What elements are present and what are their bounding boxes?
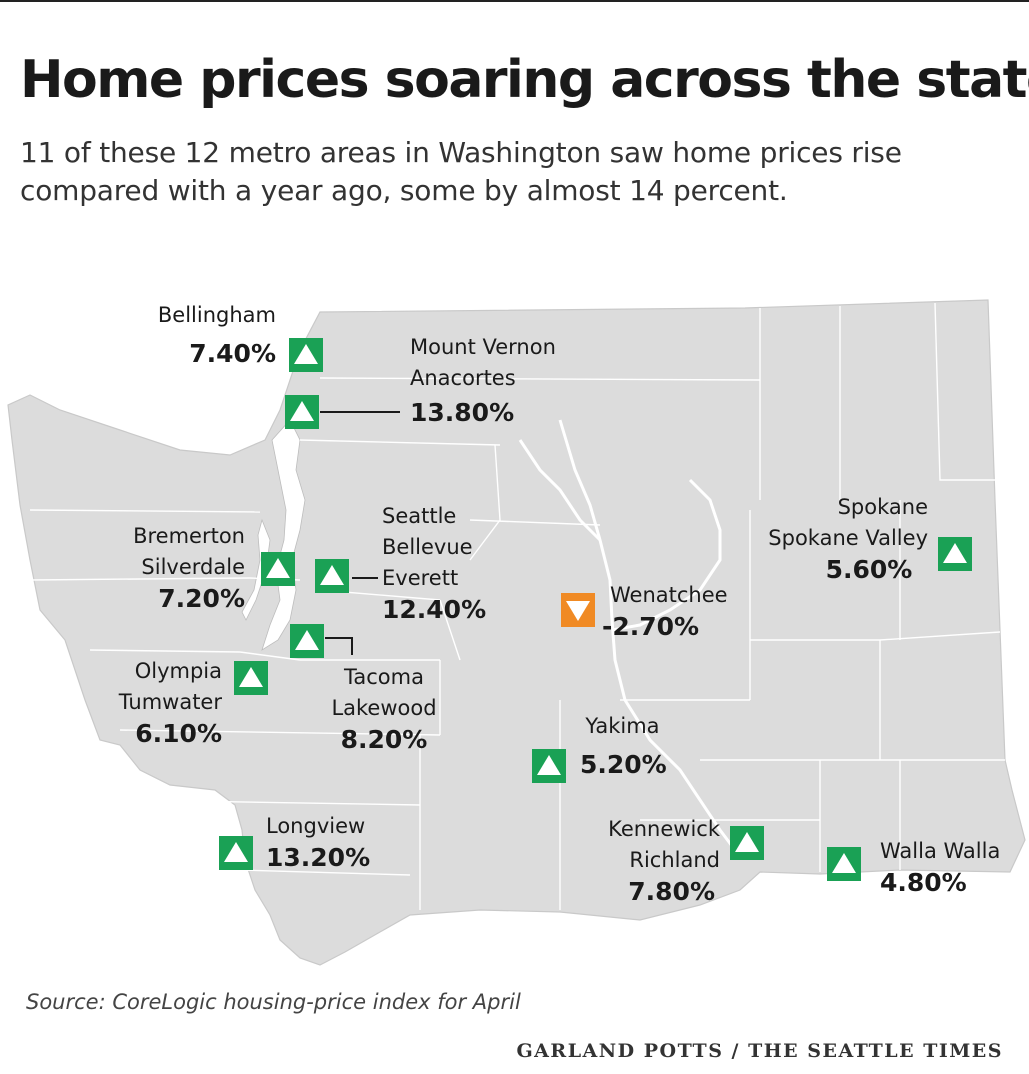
bremerton-label: Bremerton Silverdale 7.20%: [110, 521, 245, 614]
county-line: [239, 651, 301, 661]
bremerton-marker: [261, 552, 295, 586]
state-outline: [7, 299, 1026, 966]
county-line: [319, 377, 761, 381]
price-change-value: 6.10%: [135, 719, 222, 748]
metro-name: Yakima: [585, 714, 660, 738]
metro-name: Olympia: [134, 659, 222, 683]
mount-vernon-marker: [285, 395, 319, 429]
kennewick-label: Kennewick Richland 7.80%: [595, 814, 720, 907]
walla-walla-label: Walla Walla 4.80%: [880, 836, 1020, 898]
metro-name: Lakewood: [331, 696, 437, 720]
yakima-label: Yakima 5.20%: [575, 711, 670, 779]
longview-marker: [219, 836, 253, 870]
walla-walla-marker: [827, 847, 861, 881]
up-arrow-icon: [266, 558, 290, 578]
up-arrow-icon: [295, 630, 319, 650]
olympia-marker: [234, 661, 268, 695]
page-title: Home prices soaring across the state: [20, 50, 1029, 110]
olympia-label: Olympia Tumwater 6.10%: [100, 656, 222, 749]
up-arrow-icon: [735, 832, 759, 852]
metro-name: Longview: [266, 814, 366, 838]
metro-name: Walla Walla: [880, 839, 1001, 863]
metro-name: Bellevue: [382, 535, 473, 559]
spokane-marker: [938, 537, 972, 571]
tacoma-marker: [290, 624, 324, 658]
metro-name: Mount Vernon: [410, 335, 556, 359]
county-boundaries: [29, 302, 1005, 910]
metro-name: Seattle: [382, 504, 457, 528]
metro-name: Spokane: [837, 495, 928, 519]
bellingham-label: Bellingham 7.40%: [148, 300, 276, 370]
county-line: [29, 577, 251, 581]
price-change-value: 12.40%: [382, 595, 487, 624]
metro-name: Everett: [382, 566, 459, 590]
columbia-river: [558, 419, 737, 851]
county-line: [469, 519, 601, 526]
county-line: [299, 439, 501, 446]
price-change-value: 7.80%: [628, 877, 715, 906]
county-line: [119, 729, 441, 736]
price-change-value: 8.20%: [340, 725, 428, 754]
leader-line: [325, 637, 353, 655]
tacoma-label: Tacoma Lakewood 8.20%: [320, 662, 448, 755]
columbia-river-upper: [518, 439, 602, 542]
metro-name: Tumwater: [118, 690, 222, 714]
county-line: [89, 649, 241, 653]
metro-name: Wenatchee: [610, 583, 728, 607]
price-change-value: 13.80%: [410, 398, 515, 427]
columbia-river-north: [611, 478, 722, 632]
price-change-value: -2.70%: [602, 612, 700, 641]
metro-markers: [219, 338, 972, 881]
up-arrow-icon: [224, 842, 248, 862]
bellingham-marker: [289, 338, 323, 372]
wenatchee-marker: [561, 593, 595, 627]
spokane-label: Spokane Spokane Valley 5.60%: [750, 492, 928, 585]
mount-vernon-label: Mount Vernon Anacortes 13.80%: [410, 332, 590, 427]
county-line: [469, 444, 501, 561]
metro-name: Tacoma: [344, 665, 424, 689]
metro-name: Richland: [629, 848, 720, 872]
metro-name: Kennewick: [608, 817, 720, 841]
down-arrow-icon: [566, 601, 590, 621]
yakima-marker: [532, 749, 566, 783]
price-change-value: 7.40%: [189, 339, 276, 368]
metro-name: Anacortes: [410, 366, 516, 390]
kennewick-marker: [730, 826, 764, 860]
up-arrow-icon: [943, 543, 967, 563]
price-change-value: 7.20%: [158, 584, 245, 613]
longview-label: Longview 13.20%: [266, 811, 376, 873]
credit-line: GARLAND POTTS / THE SEATTLE TIMES: [516, 1040, 1003, 1062]
price-change-value: 5.20%: [580, 750, 667, 779]
county-line: [129, 799, 421, 806]
metro-name: Bremerton: [133, 524, 245, 548]
leader-lines: [320, 411, 400, 655]
up-arrow-icon: [290, 401, 314, 421]
up-arrow-icon: [832, 853, 856, 873]
metro-name: Spokane Valley: [768, 526, 928, 550]
puget-sound: [261, 419, 306, 651]
price-change-value: 13.20%: [266, 843, 371, 872]
seattle-label: Seattle Bellevue Everett 12.40%: [382, 501, 502, 625]
county-line: [439, 599, 461, 661]
up-arrow-icon: [294, 344, 318, 364]
metro-name: Silverdale: [141, 555, 245, 579]
subtitle: 11 of these 12 metro areas in Washington…: [20, 136, 902, 207]
price-change-value: 5.60%: [825, 555, 913, 584]
seattle-marker: [315, 559, 349, 593]
source-note: Source: CoreLogic housing-price index fo…: [26, 990, 521, 1014]
metro-name: Bellingham: [157, 303, 276, 327]
wenatchee-label: Wenatchee -2.70%: [602, 580, 740, 642]
county-line: [239, 869, 411, 876]
county-line: [934, 302, 995, 481]
up-arrow-icon: [537, 755, 561, 775]
up-arrow-icon: [239, 667, 263, 687]
price-change-value: 4.80%: [880, 868, 967, 897]
top-rule: [0, 0, 1029, 2]
county-line: [29, 509, 261, 513]
up-arrow-icon: [320, 565, 344, 585]
